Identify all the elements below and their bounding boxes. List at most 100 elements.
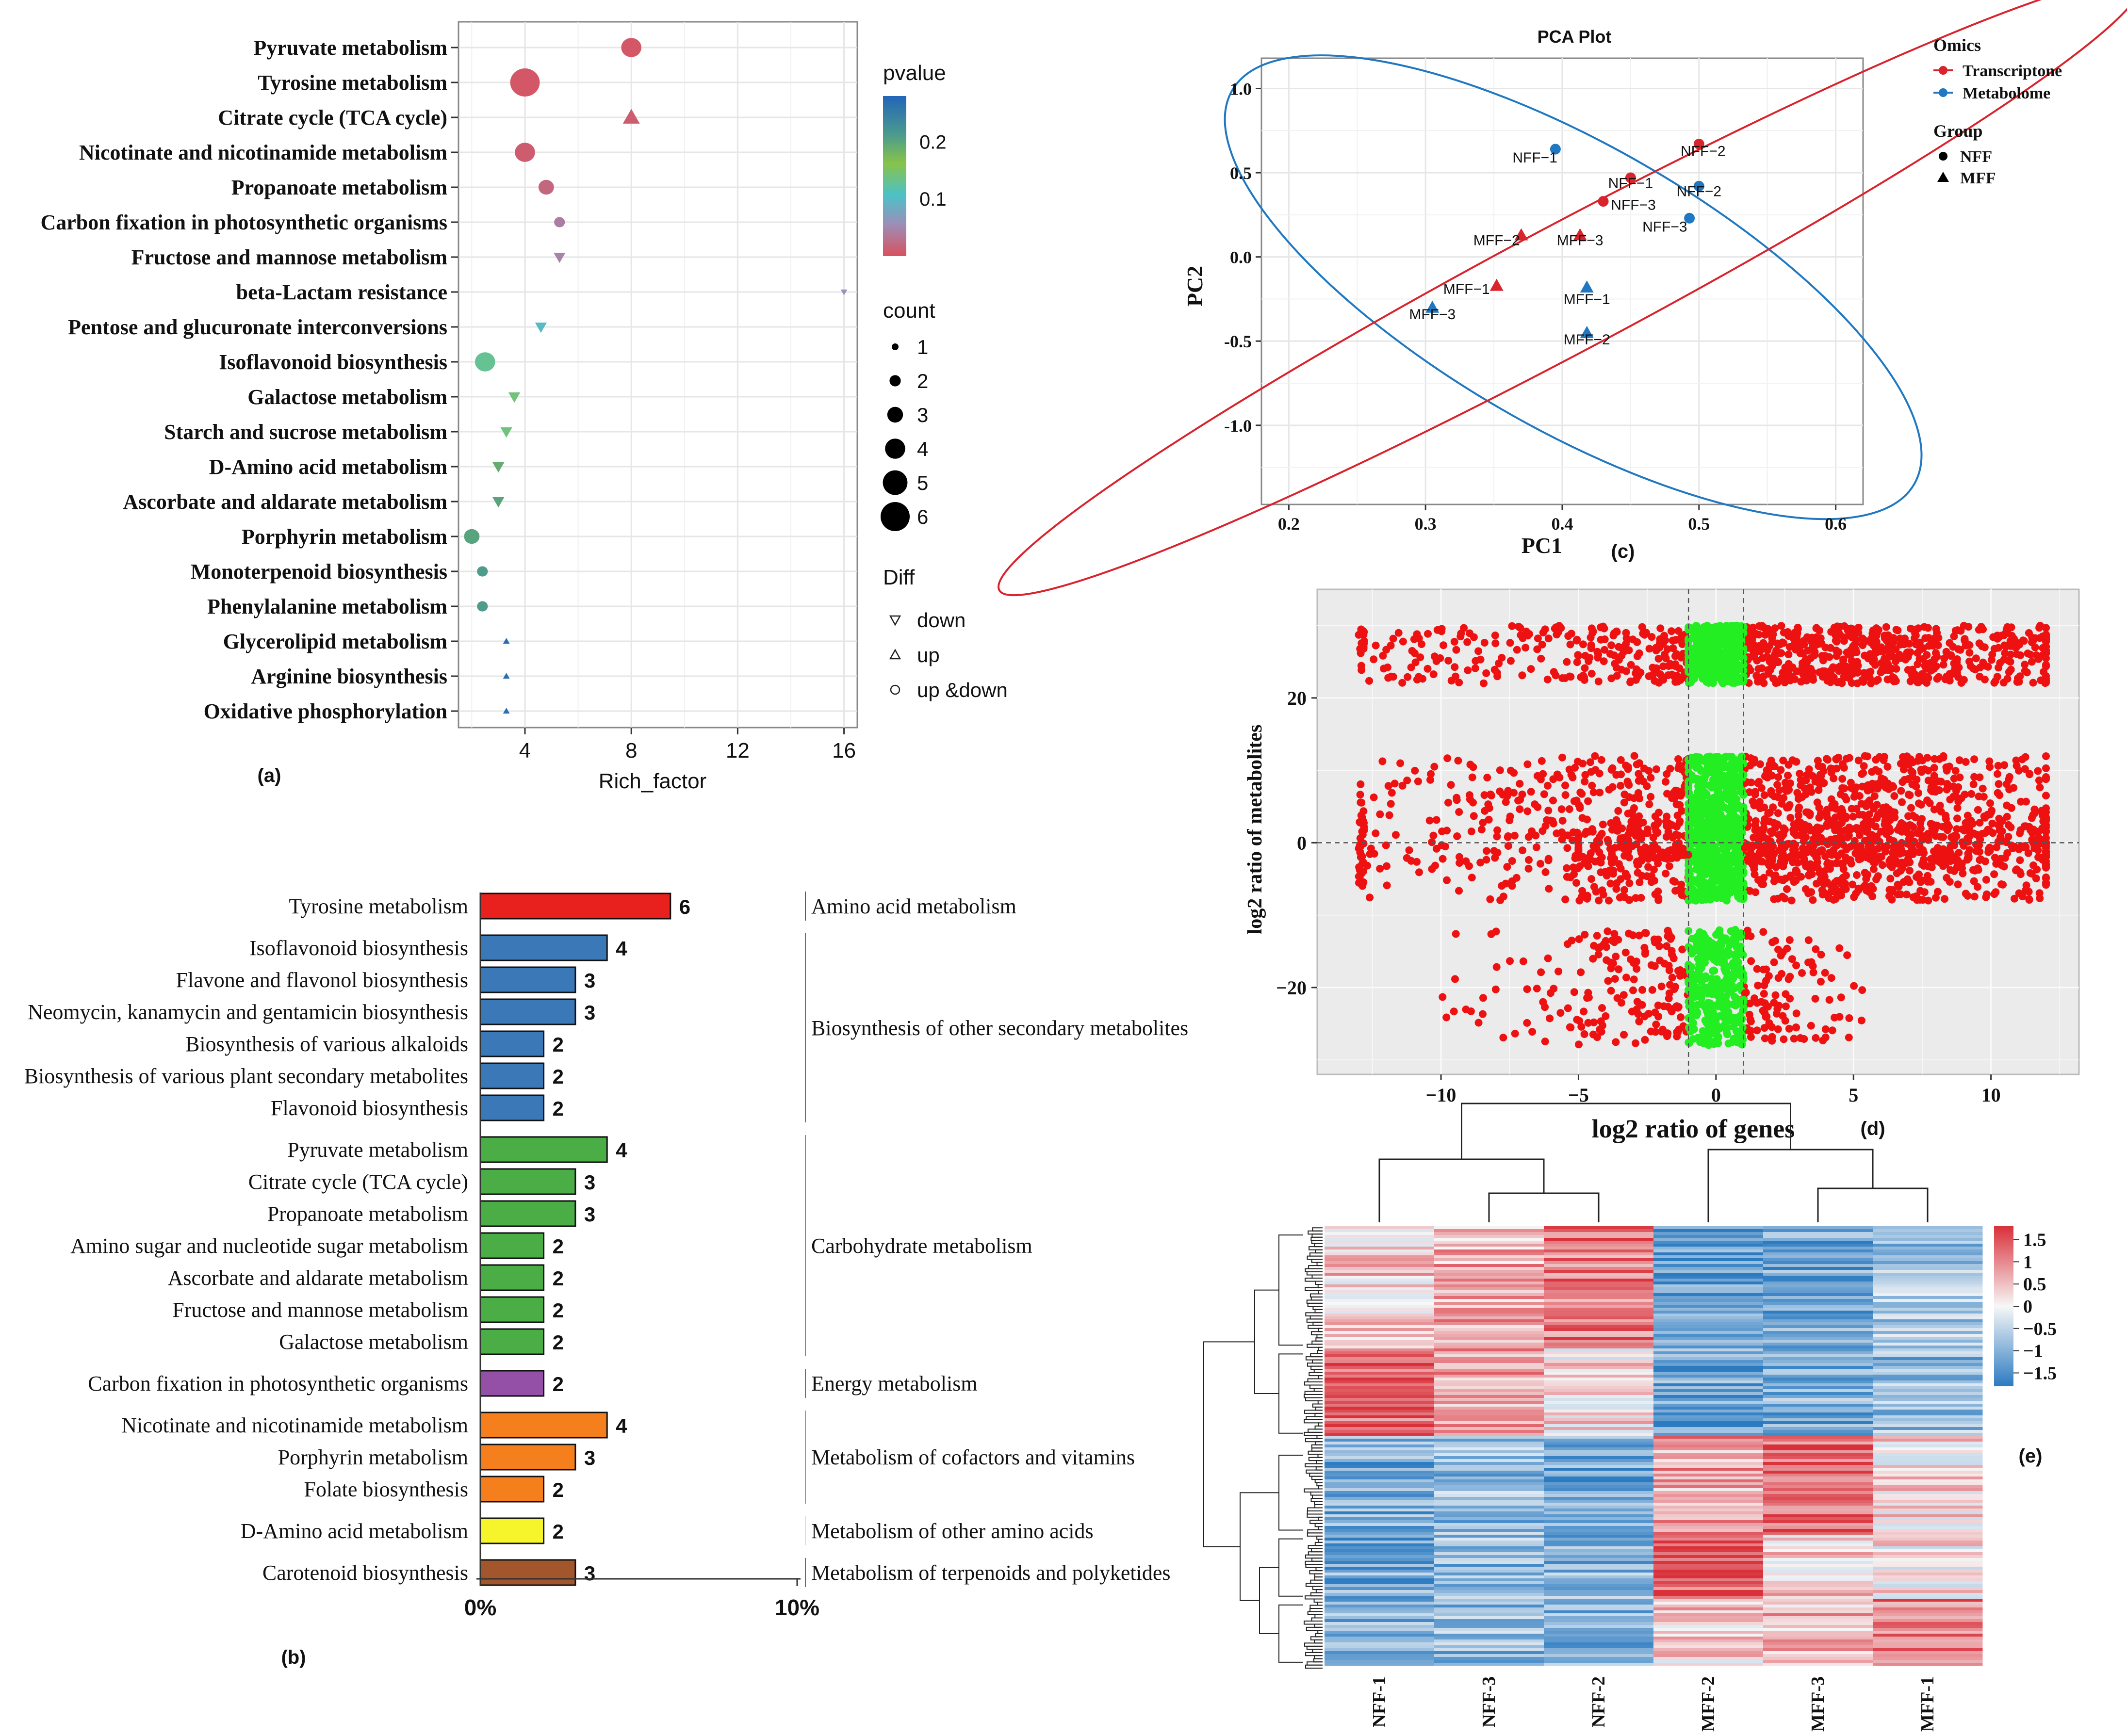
panel-e-cell	[1434, 1264, 1544, 1267]
panel-e-cell	[1434, 1375, 1544, 1378]
panel-d-point	[1633, 957, 1640, 966]
panel-e-cell	[1763, 1299, 1873, 1302]
panel-e-cell	[1544, 1270, 1654, 1273]
panel-d-point	[1799, 670, 1807, 678]
panel-a-pathway-label: beta-Lactam resistance	[236, 280, 447, 304]
panel-d-point	[1519, 634, 1527, 642]
panel-d-point	[1600, 941, 1608, 948]
panel-e-cell	[1544, 1267, 1654, 1270]
panel-d-point	[1800, 821, 1809, 829]
panel-d-point	[2031, 643, 2039, 651]
panel-d-point	[1730, 641, 1738, 649]
panel-e-cell	[1325, 1282, 1435, 1285]
panel-d-point	[1611, 975, 1619, 983]
panel-d-point	[1751, 652, 1758, 660]
panel-d-point	[1604, 977, 1612, 985]
panel-d-point	[1595, 896, 1603, 905]
panel-e-cell	[1873, 1270, 1983, 1273]
panel-a-point-updown	[477, 601, 488, 612]
panel-d-point	[1719, 791, 1728, 799]
panel-d-point	[1456, 859, 1464, 867]
panel-b-bar-value: 3	[584, 1446, 595, 1469]
panel-d-point	[1732, 883, 1740, 892]
panel-b-bar-value: 2	[553, 1065, 564, 1088]
panel-e-cell	[1434, 1360, 1544, 1363]
panel-d-point	[1982, 890, 1991, 898]
panel-d-point	[1470, 812, 1478, 820]
panel-d-point	[2030, 843, 2039, 851]
panel-d-point	[1965, 649, 1974, 657]
panel-d-point	[1512, 874, 1521, 882]
panel-e-cell	[1434, 1314, 1544, 1317]
panel-e-cell	[1653, 1375, 1764, 1378]
panel-e-cell	[1434, 1270, 1544, 1273]
panel-e-cell	[1763, 1258, 1873, 1262]
panel-e-cell	[1763, 1343, 1873, 1346]
panel-a-pathway-label: Tyrosine metabolism	[258, 71, 447, 95]
panel-d-point	[1821, 1033, 1830, 1041]
panel-d-point	[1959, 869, 1967, 877]
panel-e-cell	[1544, 1284, 1654, 1288]
panel-d-point	[1756, 804, 1764, 812]
panel-d-point	[1532, 831, 1540, 840]
panel-d-point	[1987, 808, 1995, 816]
panel-e-cell	[1763, 1244, 1873, 1247]
panel-c-point-triangle	[1489, 278, 1504, 291]
panel-d-point	[1870, 784, 1879, 792]
panel-d-point	[1688, 797, 1697, 805]
panel-d-point	[1902, 891, 1911, 899]
panel-e-cell	[1653, 1363, 1764, 1366]
panel-d-point	[1928, 854, 1936, 862]
panel-d-point	[1592, 845, 1601, 853]
panel-d-point	[1705, 647, 1713, 655]
panel-d-point	[2003, 675, 2012, 683]
panel-d-point	[1662, 822, 1670, 830]
panel-d-point	[1782, 990, 1790, 998]
panel-e-cell	[1873, 1238, 1983, 1241]
panel-d-point	[1990, 645, 1998, 653]
panel-d-point	[1784, 771, 1792, 779]
panel-d-point	[1778, 856, 1786, 864]
panel-b-bar-label: Isoflavonoid biosynthesis	[249, 936, 468, 960]
panel-d-point	[1823, 677, 1832, 685]
panel-e-row-dendrogram-branch	[1278, 1455, 1303, 1531]
panel-d-point	[1986, 763, 1994, 771]
panel-d-point	[1635, 649, 1643, 657]
panel-d-point	[1974, 806, 1982, 814]
panel-d-point	[1812, 1034, 1820, 1042]
panel-d-point	[1587, 669, 1596, 678]
panel-c-point-label: MFF−3	[1557, 232, 1603, 248]
panel-e-cell	[1544, 1334, 1654, 1337]
panel-d-point	[1590, 883, 1598, 891]
panel-b-group-label: Metabolism of cofactors and vitamins	[811, 1445, 1135, 1469]
panel-d-point	[1541, 625, 1549, 633]
panel-d-point	[1570, 988, 1578, 996]
panel-d-point	[1553, 829, 1561, 838]
panel-d-point	[1703, 841, 1711, 849]
panel-b-bar-value: 2	[553, 1478, 564, 1501]
panel-d-point	[1823, 860, 1832, 868]
panel-e-cell	[1653, 1261, 1764, 1265]
panel-d-point	[1709, 975, 1717, 983]
panel-c-title: PCA Plot	[1538, 27, 1612, 47]
panel-d-point	[1514, 796, 1522, 805]
panel-d-point	[1836, 662, 1844, 670]
panel-d-point	[1428, 865, 1436, 873]
panel-d-point	[1941, 895, 1948, 903]
panel-d-point	[1599, 891, 1607, 899]
panel-c-point-circle	[1625, 172, 1636, 183]
panel-d-point	[1756, 760, 1764, 768]
panel-d-point	[1815, 640, 1823, 648]
panel-d-point	[1955, 849, 1963, 857]
panel-d-point	[1447, 781, 1455, 789]
panel-d-point	[1615, 965, 1623, 973]
panel-b-group-label: Amino acid metabolism	[811, 894, 1016, 918]
panel-d-point	[1735, 783, 1744, 792]
panel-d-point	[1809, 896, 1817, 904]
panel-d-point	[1667, 661, 1675, 669]
panel-d-point	[1849, 880, 1857, 889]
panel-a-point-up	[503, 638, 510, 644]
panel-d-point	[1413, 858, 1421, 866]
panel-d-point	[1848, 657, 1856, 665]
panel-c-ellipse-transcriptone	[998, 0, 2127, 597]
